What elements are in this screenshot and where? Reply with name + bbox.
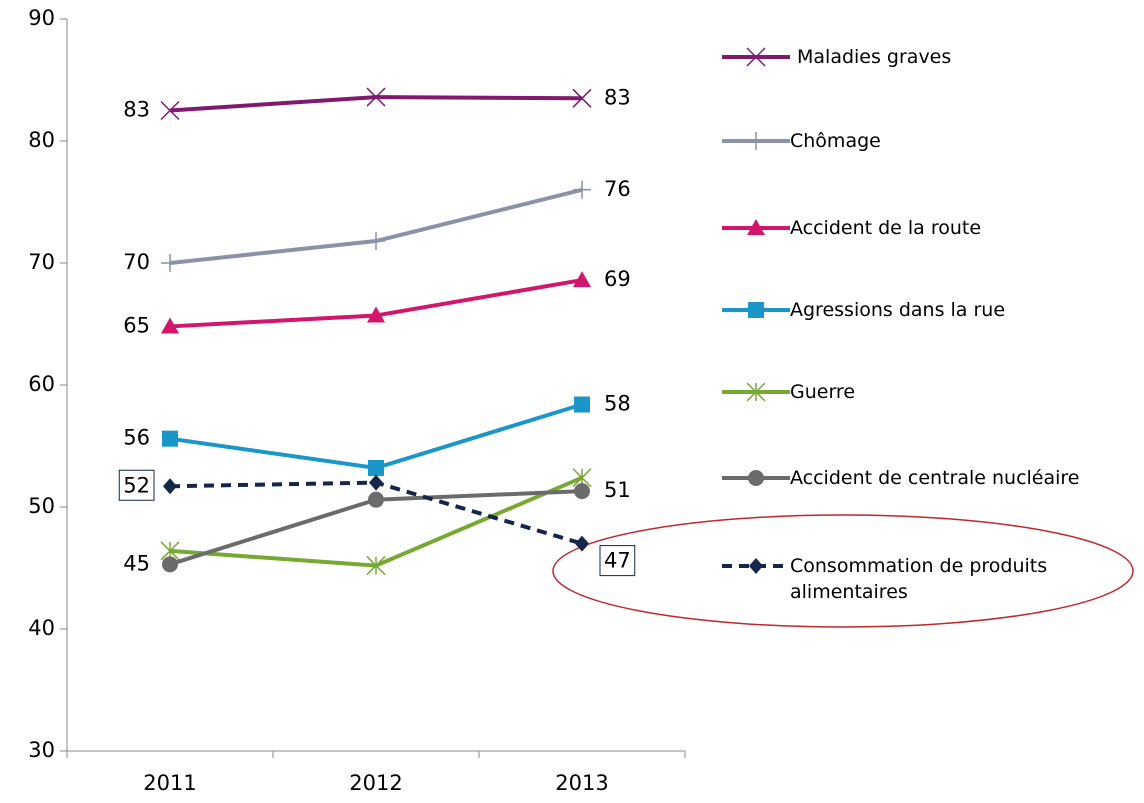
data-label: 69 — [604, 267, 631, 291]
marker — [161, 317, 179, 334]
data-label: 83 — [123, 98, 150, 122]
marker — [575, 535, 589, 552]
legend-label: Accident de la route — [790, 217, 982, 239]
marker — [163, 478, 177, 495]
data-label: 70 — [123, 250, 150, 274]
marker — [574, 483, 590, 500]
marker-shape — [368, 491, 384, 508]
marker-stroke — [160, 100, 180, 121]
marker-shape — [162, 556, 178, 573]
y-tick-label: 40 — [28, 616, 55, 640]
highlight-ellipse — [552, 514, 1134, 628]
y-tick-label: 50 — [28, 494, 55, 518]
marker — [747, 219, 765, 235]
marker-stroke — [572, 88, 592, 108]
data-label: 65 — [123, 313, 150, 337]
marker — [572, 88, 592, 108]
marker — [366, 87, 386, 107]
marker — [161, 254, 179, 272]
marker-shape — [747, 219, 765, 235]
marker — [367, 306, 385, 323]
marker — [574, 396, 590, 413]
marker-shape — [163, 478, 177, 495]
marker-shape — [573, 271, 591, 288]
legend-label: Accident de centrale nucléaire — [790, 467, 1080, 489]
marker — [160, 100, 180, 121]
marker-shape — [574, 483, 590, 500]
marker — [367, 232, 385, 251]
marker — [748, 470, 764, 486]
data-label: 56 — [123, 426, 150, 450]
y-tick-label: 70 — [28, 250, 55, 274]
marker — [369, 474, 383, 491]
legend-label: Maladies graves — [797, 46, 952, 68]
marker — [162, 430, 178, 447]
legend-label: Agressions dans la rue — [790, 299, 1006, 321]
series-line — [169, 402, 583, 471]
data-label: 45 — [123, 551, 150, 575]
series-line — [169, 475, 583, 568]
data-label: 47 — [604, 549, 631, 573]
marker-shape — [748, 470, 764, 486]
marker — [573, 180, 591, 199]
y-tick-label: 30 — [28, 738, 55, 762]
marker-shape — [161, 317, 179, 334]
marker-shape — [574, 396, 590, 413]
marker — [368, 491, 384, 508]
marker-shape — [575, 535, 589, 552]
marker — [573, 271, 591, 288]
legend-label: Guerre — [790, 381, 856, 403]
data-label-box — [599, 545, 636, 577]
marker-shape — [369, 474, 383, 491]
data-label: 51 — [604, 478, 631, 502]
data-label: 76 — [604, 177, 631, 201]
y-tick-label: 90 — [28, 6, 55, 30]
series-line — [169, 187, 583, 265]
marker — [747, 132, 765, 150]
marker-shape — [749, 558, 763, 574]
marker-shape — [367, 306, 385, 323]
legend-label: Chômage — [790, 130, 881, 152]
x-tick-label: 2011 — [143, 771, 196, 795]
marker — [749, 558, 763, 574]
marker-shape — [368, 459, 384, 476]
y-tick-label: 60 — [28, 372, 55, 396]
marker — [366, 556, 386, 576]
data-label: 83 — [604, 85, 631, 109]
marker — [748, 302, 764, 318]
x-tick-label: 2012 — [349, 771, 402, 795]
marker-shape — [162, 430, 178, 447]
data-label-box — [118, 469, 155, 501]
legend-label: Consommation de produits alimentaires — [790, 555, 1048, 603]
marker — [162, 556, 178, 573]
data-label: 58 — [604, 392, 631, 416]
marker — [368, 459, 384, 476]
marker — [746, 47, 766, 67]
y-tick-label: 80 — [28, 128, 55, 152]
marker-stroke — [746, 47, 766, 67]
marker-shape — [748, 302, 764, 318]
data-label: 52 — [123, 473, 150, 497]
marker-stroke — [366, 87, 386, 107]
marker — [746, 382, 766, 402]
series-line — [169, 95, 583, 113]
x-tick-label: 2013 — [555, 771, 608, 795]
